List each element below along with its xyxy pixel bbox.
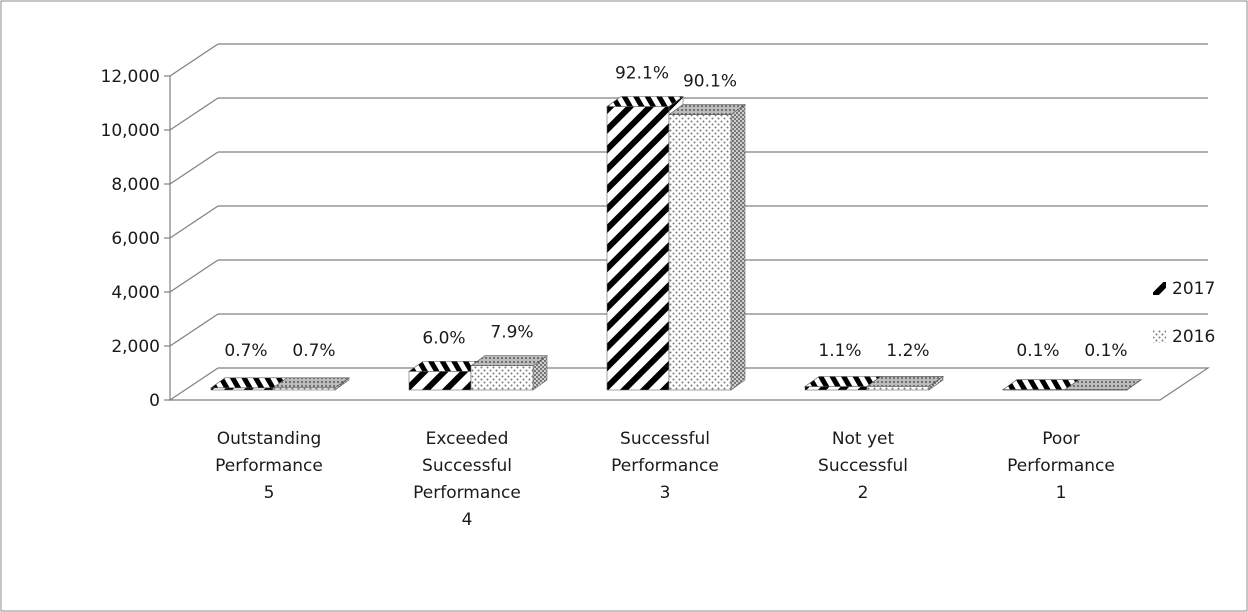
data-label-2016: 90.1% — [683, 72, 737, 92]
floor-plane — [168, 367, 1210, 401]
legend-label-2017: 2017 — [1172, 279, 1215, 299]
bar-2016-0 — [272, 377, 350, 391]
y-tick-label: 6,000 — [111, 229, 160, 249]
bar-2016-2 — [668, 104, 746, 391]
bar-side — [730, 104, 746, 391]
bar-front — [866, 386, 930, 391]
x-tick-label: 3 — [660, 483, 671, 503]
bar-front — [408, 371, 472, 391]
bar-top — [606, 96, 684, 107]
gridline-diagonal — [169, 205, 219, 239]
y-tick-label: 0 — [149, 391, 160, 411]
x-tick-label: Performance — [215, 456, 323, 476]
x-axis: Outstanding Performance 5 Exceeded Successfu… — [215, 429, 1115, 530]
bar-top — [470, 355, 548, 367]
x-tick-label: Successful — [818, 456, 908, 476]
gridline-diagonal — [169, 313, 219, 347]
bar-front — [804, 386, 868, 391]
gridline-diagonal — [169, 259, 219, 293]
data-label-2016: 0.7% — [292, 341, 335, 361]
x-tick-label: Outstanding — [217, 429, 322, 449]
data-label-2017: 0.1% — [1016, 341, 1059, 361]
bar-top — [668, 104, 746, 115]
data-label-2016: 7.9% — [490, 323, 533, 343]
x-tick-label: Performance — [413, 483, 521, 503]
bar-front — [606, 106, 670, 391]
data-label-2016: 0.1% — [1084, 341, 1127, 361]
x-tick-label: 5 — [264, 483, 275, 503]
x-tick-label: 2 — [858, 483, 869, 503]
x-tick-label: Not yet — [832, 429, 895, 449]
y-tick-label: 12,000 — [101, 67, 160, 87]
data-label-2017: 6.0% — [422, 328, 465, 348]
x-tick-label: Performance — [1007, 456, 1115, 476]
gridline-diagonal — [169, 43, 219, 77]
y-tick-label: 2,000 — [111, 337, 160, 357]
bar-top — [272, 377, 350, 389]
data-labels: 0.7% 0.7% 6.0% 7.9% 92.1% 90.1% 1.1% 1.2% 0.1% 0.… — [224, 64, 1127, 362]
legend-swatch-2016 — [1153, 330, 1166, 343]
legend: 2017 2016 — [1153, 279, 1215, 347]
x-tick-label: Performance — [611, 456, 719, 476]
x-tick-label: Successful — [422, 456, 512, 476]
bar-front — [210, 387, 274, 391]
gridline-diagonal — [169, 151, 219, 185]
x-tick-label: Exceeded — [426, 429, 509, 449]
bar-2016-4 — [1064, 379, 1142, 391]
bar-top — [866, 376, 944, 387]
bar-2017-1 — [408, 360, 486, 391]
bars — [210, 95, 1142, 391]
legend-swatch-2017 — [1153, 282, 1166, 295]
y-tick-label: 4,000 — [111, 283, 160, 303]
bar-front — [470, 365, 534, 391]
y-axis: 0 2,000 4,000 6,000 8,000 10,000 12,000 — [101, 67, 170, 411]
x-tick-label: 1 — [1056, 483, 1067, 503]
data-label-2016: 1.2% — [886, 341, 929, 361]
bar-2016-3 — [866, 375, 944, 391]
data-label-2017: 0.7% — [224, 341, 267, 361]
y-tick-label: 8,000 — [111, 175, 160, 195]
x-tick-label: Successful — [620, 429, 710, 449]
legend-label-2016: 2016 — [1172, 327, 1215, 347]
y-tick-label: 10,000 — [101, 121, 160, 141]
gridline-diagonal — [169, 97, 219, 131]
data-label-2017: 1.1% — [818, 341, 861, 361]
bar-2016-1 — [470, 355, 548, 391]
bar-front — [272, 387, 336, 391]
bar-top — [1064, 379, 1142, 390]
x-tick-label: Poor — [1042, 429, 1079, 449]
data-label-2017: 92.1% — [615, 64, 669, 84]
bar-front — [668, 114, 732, 391]
x-tick-label: 4 — [462, 510, 473, 530]
